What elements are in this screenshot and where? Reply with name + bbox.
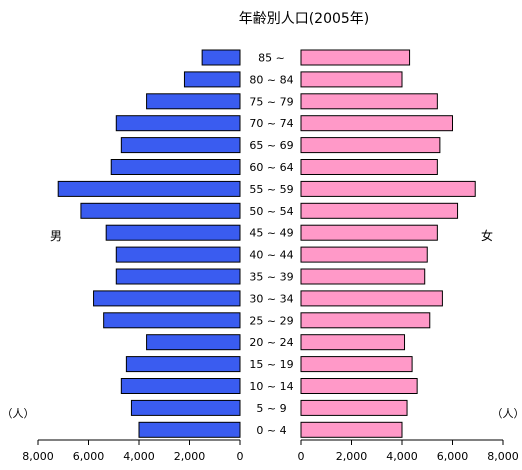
male-bar xyxy=(146,334,241,351)
male-bar xyxy=(146,93,241,110)
age-group-label: 25 ~ 29 xyxy=(249,314,293,327)
axis-tick-label: 2,000 xyxy=(336,450,368,463)
male-bar xyxy=(120,378,241,394)
age-group-label: 40 ~ 44 xyxy=(249,249,293,262)
axis-tick-label: 2,000 xyxy=(174,450,206,463)
axis-tick-label: 6,000 xyxy=(437,450,469,463)
female-bar xyxy=(300,290,443,307)
axis-tick-label: 0 xyxy=(298,450,305,463)
male-bar xyxy=(80,202,241,219)
male-series-label: 男 xyxy=(50,229,62,243)
male-bar xyxy=(115,115,241,132)
age-group-label: 0 ~ 4 xyxy=(256,424,286,437)
male-bar xyxy=(103,312,241,329)
male-bar xyxy=(57,180,241,197)
age-group-label: 55 ~ 59 xyxy=(249,183,293,196)
axis-tick-label: 4,000 xyxy=(123,450,155,463)
male-bar xyxy=(93,290,241,307)
age-group-label: 20 ~ 24 xyxy=(249,336,293,349)
age-group-label: 45 ~ 49 xyxy=(249,227,293,240)
female-bar xyxy=(300,421,403,438)
age-group-label: 5 ~ 9 xyxy=(256,402,286,415)
age-group-label: 10 ~ 14 xyxy=(249,380,293,393)
male-bar xyxy=(110,159,241,175)
male-bar xyxy=(115,246,241,263)
age-labels: 85 ~ 80 ~ 84 75 ~ 79 70 ~ 74 65 ~ 69 60 ~ 64 5… xyxy=(249,52,293,437)
female-series-label: 女 xyxy=(481,228,493,243)
female-bar xyxy=(300,378,418,394)
age-group-label: 30 ~ 34 xyxy=(249,292,293,305)
male-bar xyxy=(138,421,241,438)
female-bar xyxy=(300,71,403,88)
female-bar xyxy=(300,312,431,329)
female-bar xyxy=(300,49,411,66)
left-x-axis: 8,000 6,000 4,000 2,000 0 xyxy=(22,439,244,463)
right-unit-label: （人） xyxy=(492,407,522,420)
age-group-label: 80 ~ 84 xyxy=(249,73,293,86)
female-bar xyxy=(300,356,413,373)
female-bar xyxy=(300,224,438,241)
female-bar xyxy=(300,159,438,175)
male-bar xyxy=(201,49,241,66)
age-group-label: 15 ~ 19 xyxy=(249,358,293,371)
male-bar xyxy=(130,399,241,416)
male-bars xyxy=(57,49,241,438)
right-x-axis: 0 2,000 4,000 6,000 8,000 xyxy=(298,439,519,463)
age-group-label: 70 ~ 74 xyxy=(249,117,293,130)
age-group-label: 35 ~ 39 xyxy=(249,271,293,284)
female-bar xyxy=(300,399,408,416)
female-bar xyxy=(300,115,453,132)
left-unit-label: （人） xyxy=(2,407,35,420)
female-bar xyxy=(300,93,438,110)
female-bar xyxy=(300,202,459,219)
axis-tick-label: 6,000 xyxy=(73,450,105,463)
male-bar xyxy=(115,268,241,285)
age-group-label: 75 ~ 79 xyxy=(249,95,293,108)
age-group-label: 65 ~ 69 xyxy=(249,139,293,152)
male-bar xyxy=(105,224,241,241)
axis-tick-label: 4,000 xyxy=(386,450,418,463)
female-bar xyxy=(300,334,406,351)
male-bar xyxy=(120,137,241,154)
male-bar xyxy=(125,356,241,373)
age-group-label: 60 ~ 64 xyxy=(249,161,293,174)
female-bar xyxy=(300,180,476,197)
male-bar xyxy=(183,71,241,88)
female-bar xyxy=(300,137,441,154)
age-group-label: 85 ~ xyxy=(258,52,285,65)
chart-title: 年齢別人口(2005年) xyxy=(239,11,370,27)
axis-tick-label: 8,000 xyxy=(487,450,519,463)
age-group-label: 50 ~ 54 xyxy=(249,205,293,218)
female-bar xyxy=(300,268,426,285)
female-bars xyxy=(300,49,476,438)
female-bar xyxy=(300,246,428,263)
axis-tick-label: 0 xyxy=(237,450,244,463)
axis-tick-label: 8,000 xyxy=(22,450,54,463)
